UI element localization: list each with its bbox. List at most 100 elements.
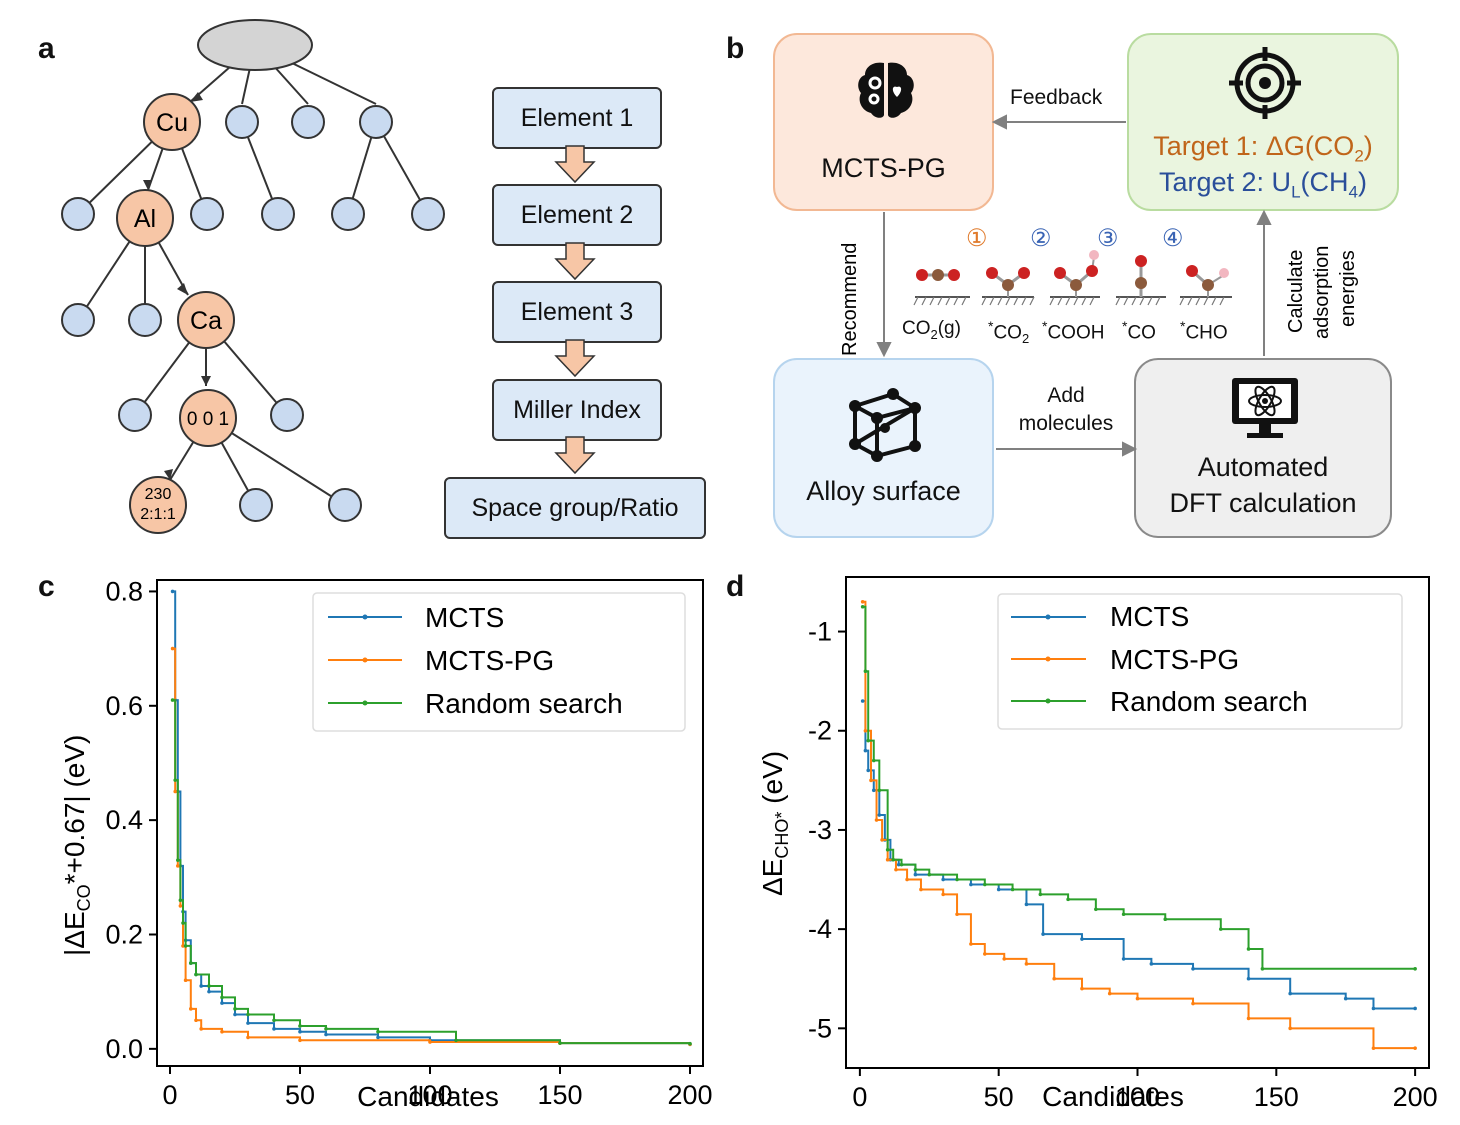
chart-c-frame: [156, 579, 704, 1067]
series-point-1-2-12: [1010, 887, 1015, 892]
feedback-label: Feedback: [1010, 86, 1103, 109]
chart-c-ylabel-wrap: |ΔECO*+0.67| (eV): [59, 735, 94, 956]
species-co2: *CO2: [988, 318, 1030, 347]
target-box: Target 1: ΔG(CO2) Target 2: UL(CH4): [1127, 33, 1399, 211]
chart-c: 0 50 100 150 200 0.0 0.2 0.4 0.6 0.8 MCTS MCTS-PG…: [105, 576, 712, 1112]
y-tick-label-1-4: -5: [808, 1013, 832, 1043]
x-tick-label-0-0: 0: [162, 1080, 177, 1110]
series-point-0-1-0: [170, 646, 175, 651]
y-tick-label-1-1: -2: [808, 716, 832, 746]
x-tick-label-1-1: 50: [984, 1082, 1014, 1112]
series-point-1-2-3: [871, 758, 876, 763]
lattice-icon: [849, 388, 921, 462]
series-point-0-2-15: [376, 1029, 380, 1034]
series-point-0-2-18: [688, 1041, 692, 1046]
series-point-1-0-18: [1246, 976, 1251, 981]
series-point-1-2-2: [866, 738, 871, 743]
node-cu: Cu: [156, 109, 188, 137]
series-point-1-2-6: [891, 857, 895, 862]
y-tick-label-0-4: 0.8: [105, 576, 143, 606]
series-point-1-1-19: [1191, 1001, 1195, 1006]
series-point-1-1-21: [1288, 1026, 1292, 1031]
alloy-surface-box: Alloy surface: [773, 358, 994, 538]
series-point-0-0-11: [233, 1012, 237, 1017]
series-point-0-1-7: [194, 1018, 198, 1023]
series-point-0-2-5: [183, 944, 188, 948]
flow-miller-index: Miller Index: [492, 379, 662, 441]
series-point-1-0-7: [896, 862, 901, 867]
series-point-0-0-12: [246, 1021, 250, 1025]
chart-d: 0 50 100 150 200 -1 -2 -3 -4 -5 MCTS MCTS-PG Rand…: [808, 576, 1438, 1112]
workflow-arrows: [876, 114, 1272, 457]
computer-atom-icon: [1232, 378, 1298, 438]
series-point-0-1-10: [246, 1035, 250, 1040]
series-point-1-2-16: [1121, 912, 1126, 917]
series-point-1-0-22: [1413, 1006, 1417, 1011]
series-point-0-0-9: [207, 989, 211, 994]
series-point-1-2-18: [1218, 927, 1223, 931]
series-point-0-2-7: [194, 972, 198, 977]
node-al: Al: [134, 205, 156, 233]
node-space-group: 230: [145, 486, 172, 503]
chart-d-ylabel-text: ΔECHO* (eV): [757, 751, 792, 896]
series-point-0-2-1: [173, 778, 177, 782]
series-point-0-2-8: [207, 984, 211, 988]
series-point-1-0-0: [860, 699, 865, 703]
series-point-0-1-12: [428, 1040, 432, 1044]
series-point-1-1-22: [1371, 1046, 1376, 1050]
target-1: Target 1: ΔG(CO2): [1153, 131, 1373, 166]
series-point-1-2-5: [885, 847, 890, 852]
series-point-1-0-9: [941, 877, 945, 882]
series-point-1-1-6: [894, 867, 898, 872]
series-point-0-0-8: [199, 984, 203, 988]
y-tick-label-1-0: -1: [808, 617, 832, 647]
series-point-1-1-15: [1052, 976, 1057, 981]
y-tick-label-0-2: 0.4: [105, 805, 143, 835]
series-point-1-0-21: [1371, 1006, 1376, 1011]
series-line-1-1: [862, 600, 1416, 1050]
series-point-1-1-7: [905, 877, 909, 882]
series-point-1-0-2: [866, 768, 871, 773]
series-point-1-2-1: [863, 669, 868, 674]
series-point-0-2-9: [220, 995, 224, 1000]
panel-label-b: b: [726, 32, 745, 65]
y-tick-label-1-2: -3: [808, 815, 832, 845]
step-3: ③: [1097, 225, 1119, 252]
x-tick-label-1-4: 200: [1393, 1082, 1438, 1112]
series-point-1-0-3: [871, 788, 876, 793]
series-point-1-2-4: [877, 788, 882, 793]
series-point-1-2-20: [1260, 967, 1265, 971]
node-miller: 0 0 1: [187, 409, 229, 430]
series-point-1-0-19: [1288, 991, 1292, 996]
series-point-0-2-10: [233, 1007, 237, 1011]
series-point-1-1-8: [919, 887, 923, 892]
series-point-1-0-4: [877, 813, 882, 817]
node-ca: Ca: [190, 307, 222, 335]
chart-d-xlabel: Candidates: [1042, 1081, 1184, 1112]
series-point-0-1-1: [173, 789, 177, 794]
chart-c-legend: MCTS MCTS-PG Random search: [312, 592, 686, 732]
series-point-0-2-2: [176, 858, 180, 862]
species-co: *CO: [1122, 318, 1156, 344]
panel-label-c: c: [38, 570, 55, 603]
series-point-1-0-13: [1041, 932, 1045, 936]
add-molecules-label-2: molecules: [1018, 412, 1114, 435]
molecule-co2-gas: [916, 269, 960, 281]
series-point-0-2-11: [246, 1012, 250, 1017]
series-point-1-2-13: [1038, 892, 1043, 897]
flow-element-3: Element 3: [492, 281, 662, 343]
series-point-1-0-12: [1024, 902, 1029, 907]
y-tick-label-0-0: 0.0: [105, 1034, 143, 1064]
series-point-1-2-14: [1066, 897, 1070, 902]
molecule-cooh: [1054, 250, 1099, 297]
series-point-1-2-7: [899, 862, 904, 867]
series-point-1-1-18: [1135, 996, 1140, 1001]
series-point-1-1-17: [1107, 991, 1112, 996]
node-ratio: 2:1:1: [140, 506, 176, 523]
mcts-pg-label: MCTS-PG: [821, 153, 946, 183]
tree-selected-nodes: [116, 93, 237, 534]
y-tick-label-1-3: -4: [808, 914, 832, 944]
series-point-0-2-3: [178, 898, 183, 902]
series-point-1-2-11: [983, 882, 987, 887]
x-tick-label-0-4: 200: [667, 1080, 712, 1110]
